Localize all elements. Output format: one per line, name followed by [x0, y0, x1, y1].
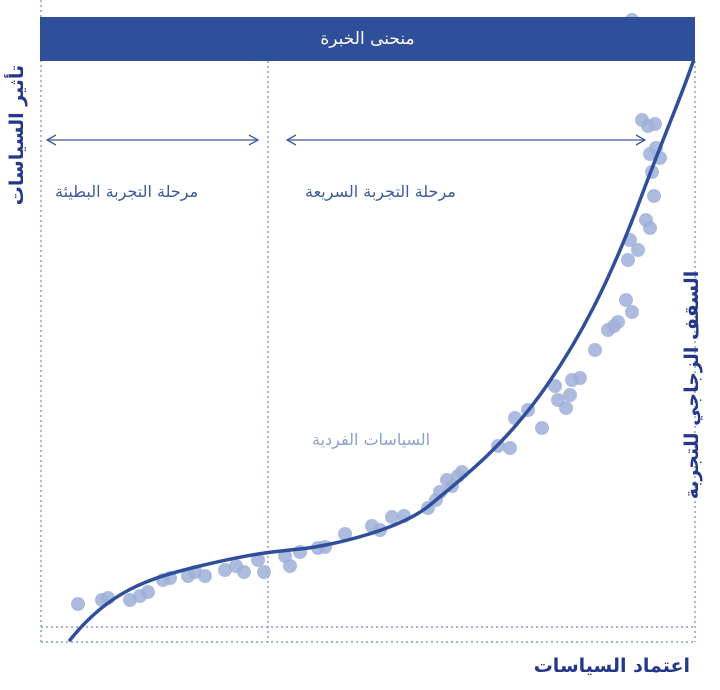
- policy-point: [218, 563, 232, 577]
- title-banner: [40, 17, 695, 61]
- arrowhead-right: [248, 134, 260, 146]
- experience-curve: [68, 60, 695, 642]
- policy-point: [338, 527, 352, 541]
- y-axis-label: تأثير السياسات: [0, 40, 34, 230]
- policy-point: [548, 379, 562, 393]
- individual-policies-label: السياسات الفردية: [312, 430, 431, 449]
- policy-point: [619, 293, 633, 307]
- policy-point: [251, 553, 265, 567]
- policy-point: [503, 441, 517, 455]
- policy-point: [625, 305, 639, 319]
- y-axis-label-text: تأثير السياسات: [6, 64, 28, 206]
- policy-point: [257, 565, 271, 579]
- policy-point: [647, 189, 661, 203]
- policy-point: [71, 597, 85, 611]
- arrowhead-left: [285, 134, 297, 146]
- policy-point: [648, 117, 662, 131]
- glass-ceiling-label: السقف الزجاجي للتجربة: [668, 240, 716, 530]
- policy-point: [198, 569, 212, 583]
- banner-title: منحنى الخبرة: [320, 29, 415, 49]
- fast-phase-arrow: [285, 134, 647, 146]
- policy-point: [283, 559, 297, 573]
- policy-point: [563, 388, 577, 402]
- policy-point: [573, 371, 587, 385]
- policy-point: [631, 243, 645, 257]
- glass-ceiling-label-text: السقف الزجاجي للتجربة: [681, 270, 703, 500]
- policy-point: [611, 315, 625, 329]
- slow-phase-arrow: [45, 134, 260, 146]
- policy-point: [237, 565, 251, 579]
- policy-point: [588, 343, 602, 357]
- policy-point: [635, 113, 649, 127]
- policy-point: [440, 473, 454, 487]
- arrowhead-right: [635, 134, 647, 146]
- policy-point: [643, 221, 657, 235]
- fast-phase-label: مرحلة التجربة السريعة: [305, 182, 456, 201]
- policy-point: [621, 253, 635, 267]
- arrowhead-left: [45, 134, 57, 146]
- policy-point: [559, 401, 573, 415]
- policy-point: [385, 510, 399, 524]
- policy-point: [141, 585, 155, 599]
- policy-point: [535, 421, 549, 435]
- individual-policies-points: [71, 13, 667, 611]
- slow-phase-label: مرحلة التجربة البطيئة: [55, 182, 199, 201]
- x-axis-label: اعتماد السياسات: [533, 655, 690, 677]
- frame: [40, 0, 696, 643]
